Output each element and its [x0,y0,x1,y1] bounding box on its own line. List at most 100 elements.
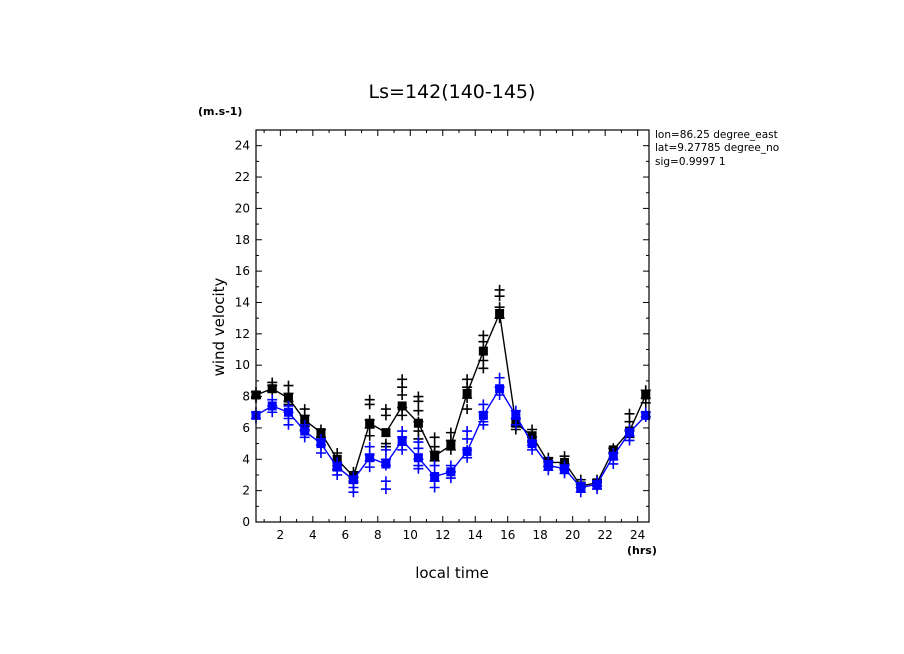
scatter-point [478,336,489,347]
series-marker [478,410,488,420]
series-marker [283,407,293,417]
y-tick-label: 4 [242,452,250,466]
y-tick-label: 18 [235,233,250,247]
scatter-point [462,404,473,415]
info-lon: lon=86.25 degree_east [655,129,778,141]
scatter-point [429,432,440,443]
x-tick-label: 4 [309,528,317,542]
scatter-point [510,419,521,430]
x-tick-label: 14 [468,528,483,542]
series-marker [381,459,391,469]
scatter-point [478,363,489,374]
series-marker [527,439,537,449]
series-marker [462,388,472,398]
series-marker [413,453,423,463]
series-marker [641,410,651,420]
scatter-point [462,433,473,444]
series-marker [560,464,570,474]
series-marker [267,384,277,394]
y-tick-label: 12 [235,327,250,341]
series-marker [332,462,342,472]
x-tick-label: 8 [374,528,382,542]
y-tick-label: 20 [235,201,250,215]
scatter-point [413,405,424,416]
y-tick-label: 8 [242,390,250,404]
y-tick-label: 2 [242,484,250,498]
series-marker [300,426,310,436]
scatter-point [494,291,505,302]
scatter-point [429,482,440,493]
series-marker [316,428,326,438]
series-marker [283,393,293,403]
series-marker [478,346,488,356]
scatter-point [332,469,343,480]
scatter-point [283,419,294,430]
series-marker [267,401,277,411]
series-line [255,310,647,487]
series-marker [641,390,651,400]
info-sig: sig=0.9997 1 [655,156,726,168]
plot-frame [255,129,650,523]
series-marker [413,418,423,428]
scatter-point [364,399,375,410]
scatter-point [413,463,424,474]
x-tick-label: 18 [533,528,548,542]
series-marker [397,435,407,445]
y-tick-label: 0 [242,515,250,529]
series-marker [430,451,440,461]
series-marker [625,428,635,438]
scatter-point [413,396,424,407]
scatter-point [478,419,489,430]
x-tick-label: 20 [565,528,580,542]
scatter-point [429,460,440,471]
y-tick-label: 6 [242,421,250,435]
series-marker [495,308,505,318]
scatter-point [348,487,359,498]
scatter-point [397,410,408,421]
y-tick-label: 22 [235,170,250,184]
scatter-point [397,444,408,455]
x-tick-label: 2 [277,528,285,542]
y-unit-label: (m.s-1) [198,105,242,118]
series-marker [430,472,440,482]
scatter-point [608,458,619,469]
series-marker [365,453,375,463]
series-marker [446,440,456,450]
series-marker [592,479,602,489]
info-lat: lat=9.27785 degree_north [655,142,780,154]
y-tick-label: 24 [235,139,250,153]
series-marker [446,467,456,477]
scatter-point [380,444,391,455]
series-1 [251,372,651,498]
series-marker [365,418,375,428]
scatter-point [397,389,408,400]
data-series [251,284,651,498]
scatter-point [315,448,326,459]
x-tick-label: 6 [341,528,349,542]
series-marker [348,475,358,485]
series-marker [381,428,391,438]
y-axis-label: wind velocity [210,277,228,376]
series-marker [495,384,505,394]
scatter-point [380,410,391,421]
scatter-point [413,443,424,454]
series-marker [397,401,407,411]
y-tick-label: 14 [235,295,250,309]
x-tick-label: 10 [403,528,418,542]
x-axis-label: local time [415,564,489,582]
y-tick-label: 10 [235,358,250,372]
series-marker [576,483,586,493]
scatter-point [380,484,391,495]
x-tick-label: 22 [598,528,613,542]
scatter-point [364,462,375,473]
series-marker [608,451,618,461]
y-tick-label: 16 [235,264,250,278]
chart-title: Ls=142(140-145) [369,81,536,103]
series-marker [316,439,326,449]
series-marker [543,461,553,471]
series-marker [511,410,521,420]
x-tick-label: 12 [435,528,450,542]
series-marker [462,446,472,456]
x-tick-label: 24 [630,528,645,542]
